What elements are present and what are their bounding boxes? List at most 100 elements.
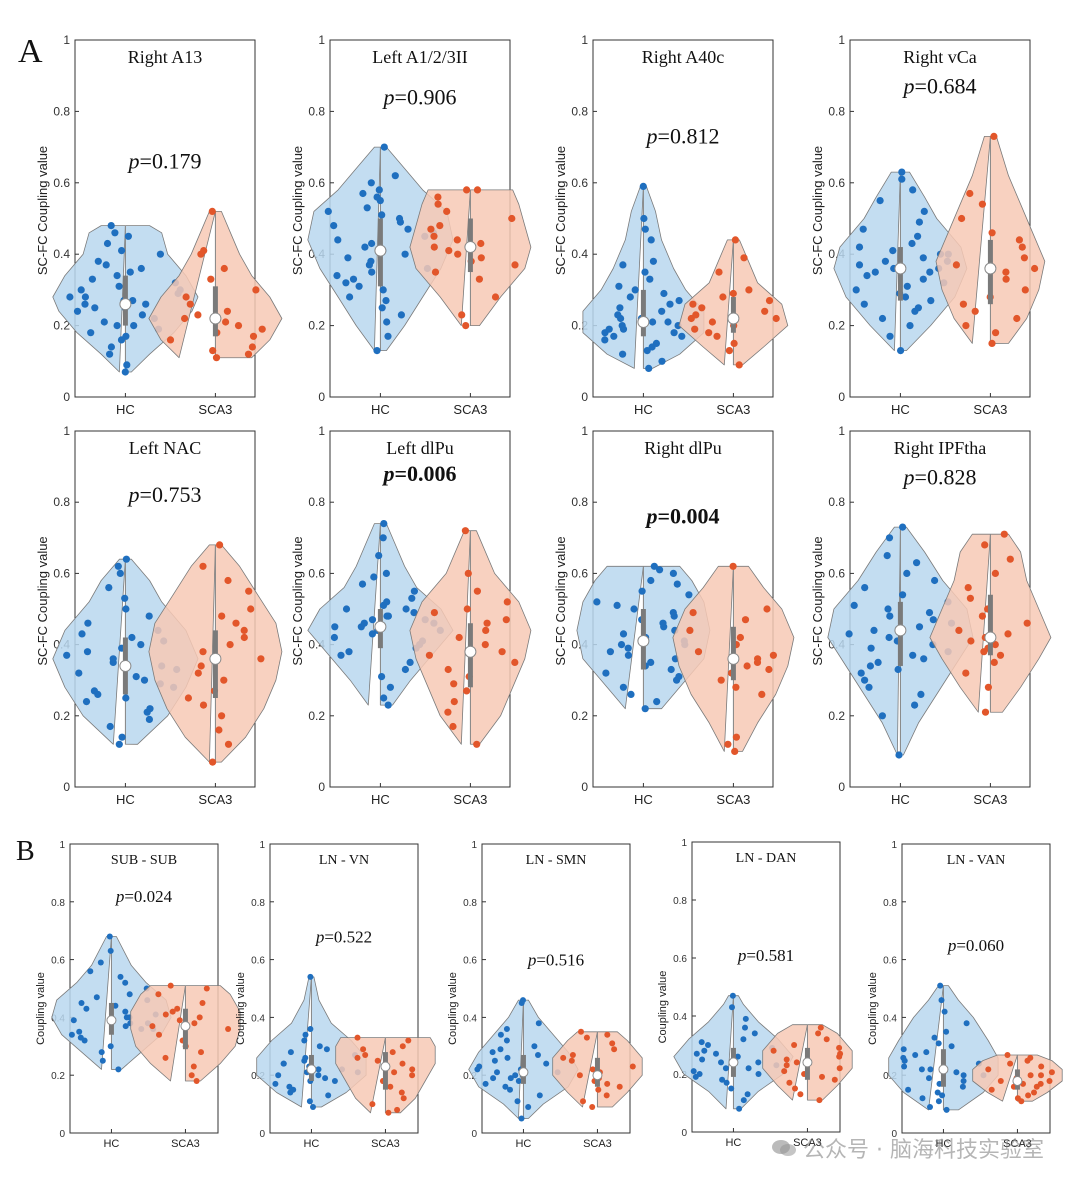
data-point — [1037, 1080, 1044, 1087]
iqr-bar — [640, 289, 646, 337]
data-point — [791, 1042, 798, 1048]
data-point — [958, 214, 966, 223]
data-point — [200, 247, 208, 255]
data-point — [107, 947, 114, 954]
data-point — [819, 1073, 825, 1080]
data-point — [725, 347, 734, 355]
data-point — [434, 193, 442, 201]
iqr-bar — [987, 594, 993, 656]
x-tick-label: SCA3 — [583, 1138, 612, 1150]
data-point — [427, 225, 435, 233]
data-point — [307, 1026, 314, 1032]
data-point — [897, 347, 905, 355]
data-point — [398, 1089, 405, 1096]
data-point — [991, 641, 999, 649]
data-point — [401, 250, 409, 258]
data-point — [611, 1046, 618, 1053]
data-point — [75, 669, 83, 677]
y-tick-label: 0.2 — [828, 319, 845, 333]
data-point — [878, 314, 887, 323]
data-point — [659, 619, 667, 627]
data-point — [181, 314, 189, 323]
p-symbol: p — [902, 74, 915, 99]
data-point — [1027, 1054, 1034, 1061]
data-point — [898, 175, 906, 183]
data-point — [666, 300, 674, 308]
data-point — [245, 587, 253, 595]
data-point — [247, 605, 255, 613]
data-point — [315, 1072, 322, 1079]
data-point — [783, 1056, 790, 1063]
data-point — [87, 968, 94, 975]
data-point — [176, 1017, 183, 1024]
data-point — [953, 1069, 960, 1076]
data-point — [863, 272, 871, 280]
x-tick-label: SCA3 — [453, 402, 487, 417]
p-value: =0.024 — [124, 887, 172, 906]
data-point — [409, 1072, 416, 1079]
p-value-annotation: p=0.906 — [382, 84, 457, 109]
data-point — [73, 307, 82, 315]
data-point — [115, 740, 123, 748]
data-point — [927, 297, 935, 305]
data-point — [174, 1005, 181, 1012]
data-point — [113, 272, 121, 280]
data-point — [443, 207, 451, 215]
data-point — [685, 591, 693, 599]
data-point — [280, 1060, 287, 1067]
data-point — [286, 1083, 293, 1090]
y-tick-label: 0.2 — [51, 1071, 65, 1082]
data-point — [743, 662, 751, 670]
data-point — [626, 293, 634, 301]
data-point — [196, 1014, 203, 1021]
y-tick-label: 0.6 — [571, 566, 588, 580]
data-point — [898, 168, 906, 176]
data-point — [1015, 236, 1024, 244]
data-point — [669, 569, 678, 578]
data-point — [964, 584, 972, 592]
y-tick-label: 0 — [581, 780, 588, 794]
data-point — [222, 318, 230, 326]
data-point — [212, 354, 221, 362]
y-tick-label: 0.4 — [883, 1013, 897, 1024]
data-point — [1018, 243, 1026, 251]
data-point — [1007, 1060, 1014, 1067]
data-point — [861, 584, 869, 592]
data-point — [705, 329, 713, 337]
data-point — [109, 655, 117, 663]
data-point — [874, 658, 882, 667]
p-symbol: p — [127, 482, 140, 507]
data-point — [363, 204, 371, 212]
median-marker — [1012, 1075, 1023, 1086]
data-point — [389, 1049, 396, 1056]
violin-sca3 — [972, 1052, 1063, 1105]
data-point — [751, 1030, 758, 1037]
data-point — [783, 1062, 790, 1069]
data-point — [115, 282, 123, 290]
data-point — [589, 1066, 596, 1073]
y-tick-label: 0.2 — [673, 1070, 687, 1081]
data-point — [984, 683, 993, 691]
y-axis-label: Coupling value — [235, 972, 247, 1045]
data-point — [817, 1024, 824, 1031]
data-point — [1002, 268, 1010, 276]
data-point — [885, 633, 893, 642]
median-marker — [592, 1070, 603, 1081]
data-point — [935, 1098, 942, 1105]
data-point — [333, 272, 341, 280]
data-point — [857, 669, 865, 677]
data-point — [367, 179, 375, 187]
data-point — [399, 1060, 406, 1067]
data-point — [745, 286, 753, 294]
data-point — [560, 1054, 567, 1061]
data-point — [354, 1054, 361, 1061]
data-point — [772, 314, 780, 323]
data-point — [324, 207, 332, 215]
data-point — [122, 1023, 129, 1030]
plot-frame — [481, 843, 631, 1134]
data-point — [368, 630, 376, 638]
data-point — [658, 307, 666, 315]
data-point — [401, 665, 409, 674]
p-symbol: p — [645, 124, 658, 149]
